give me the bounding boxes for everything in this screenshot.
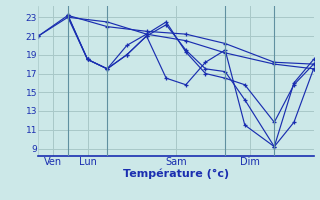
X-axis label: Température (°c): Température (°c) (123, 169, 229, 179)
